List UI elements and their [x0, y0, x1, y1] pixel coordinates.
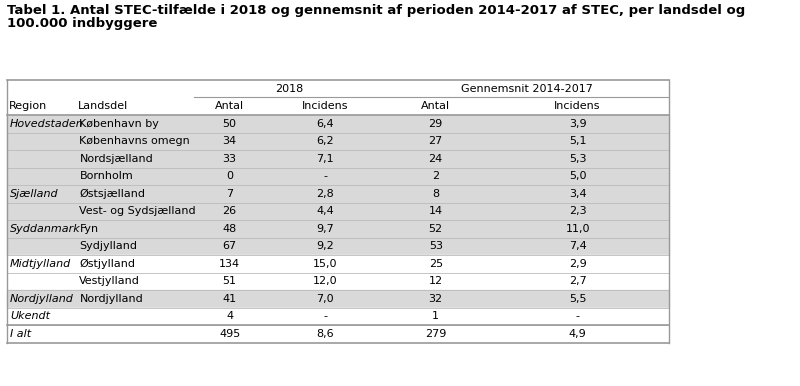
- Text: 33: 33: [222, 154, 237, 164]
- Text: 7: 7: [226, 189, 234, 199]
- Text: 50: 50: [222, 119, 237, 129]
- Bar: [6, 255, 669, 273]
- Text: Hovedstaden: Hovedstaden: [10, 119, 84, 129]
- Text: 34: 34: [222, 136, 237, 146]
- Bar: [6, 237, 669, 255]
- Bar: [6, 185, 669, 203]
- Bar: [6, 290, 669, 308]
- Text: 26: 26: [222, 206, 237, 216]
- Text: Region: Region: [9, 101, 46, 111]
- Text: 53: 53: [429, 241, 442, 251]
- Text: -: -: [323, 171, 327, 181]
- Text: Nordsjælland: Nordsjælland: [79, 154, 153, 164]
- Text: 4,4: 4,4: [316, 206, 334, 216]
- Text: 5,0: 5,0: [569, 171, 586, 181]
- Text: 2: 2: [432, 171, 439, 181]
- Text: 5,5: 5,5: [569, 294, 586, 304]
- Text: 2,7: 2,7: [569, 276, 586, 286]
- Text: Vest- og Sydsjælland: Vest- og Sydsjælland: [79, 206, 196, 216]
- Text: 15,0: 15,0: [313, 259, 338, 269]
- Text: -: -: [575, 311, 579, 321]
- Text: 48: 48: [222, 224, 237, 234]
- Bar: [6, 273, 669, 290]
- Bar: [6, 80, 669, 115]
- Text: 7,4: 7,4: [569, 241, 586, 251]
- Text: 7,1: 7,1: [316, 154, 334, 164]
- Text: 3,4: 3,4: [569, 189, 586, 199]
- Bar: [6, 132, 669, 150]
- Text: 5,3: 5,3: [569, 154, 586, 164]
- Text: Østjylland: Østjylland: [79, 259, 135, 269]
- Text: 9,7: 9,7: [316, 224, 334, 234]
- Bar: [6, 115, 669, 132]
- Text: Tabel 1. Antal STEC-tilfælde i 2018 og gennemsnit af perioden 2014-2017 af STEC,: Tabel 1. Antal STEC-tilfælde i 2018 og g…: [6, 4, 745, 17]
- Text: 3,9: 3,9: [569, 119, 586, 129]
- Text: 67: 67: [222, 241, 237, 251]
- Text: 2,9: 2,9: [569, 259, 586, 269]
- Text: 7,0: 7,0: [316, 294, 334, 304]
- Text: 6,4: 6,4: [316, 119, 334, 129]
- Text: 29: 29: [429, 119, 443, 129]
- Bar: [6, 203, 669, 220]
- Text: 12,0: 12,0: [313, 276, 338, 286]
- Text: Gennemsnit 2014-2017: Gennemsnit 2014-2017: [461, 83, 593, 93]
- Text: Nordjylland: Nordjylland: [79, 294, 143, 304]
- Text: Antal: Antal: [421, 101, 450, 111]
- Text: Østsjælland: Østsjælland: [79, 189, 146, 199]
- Text: 32: 32: [429, 294, 442, 304]
- Text: Midtjylland: Midtjylland: [10, 259, 71, 269]
- Text: Incidens: Incidens: [302, 101, 348, 111]
- Text: Sydjylland: Sydjylland: [79, 241, 138, 251]
- Text: København by: København by: [79, 119, 159, 129]
- Text: 0: 0: [226, 171, 233, 181]
- Text: 4,9: 4,9: [569, 329, 586, 339]
- Text: Incidens: Incidens: [554, 101, 601, 111]
- Text: Ukendt: Ukendt: [10, 311, 50, 321]
- Text: 134: 134: [219, 259, 240, 269]
- Text: 2018: 2018: [275, 83, 304, 93]
- Text: 8,6: 8,6: [316, 329, 334, 339]
- Bar: [6, 150, 669, 168]
- Text: Vestjylland: Vestjylland: [79, 276, 140, 286]
- Text: 27: 27: [429, 136, 443, 146]
- Bar: [6, 308, 669, 325]
- Bar: [6, 168, 669, 185]
- Text: 495: 495: [219, 329, 240, 339]
- Text: 100.000 indbyggere: 100.000 indbyggere: [6, 17, 157, 30]
- Text: 2,3: 2,3: [569, 206, 586, 216]
- Text: 24: 24: [429, 154, 443, 164]
- Text: 41: 41: [222, 294, 237, 304]
- Text: Bornholm: Bornholm: [79, 171, 133, 181]
- Text: Fyn: Fyn: [79, 224, 98, 234]
- Text: 2,8: 2,8: [316, 189, 334, 199]
- Text: 25: 25: [429, 259, 442, 269]
- Text: 8: 8: [432, 189, 439, 199]
- Text: Nordjylland: Nordjylland: [10, 294, 74, 304]
- Text: Syddanmark: Syddanmark: [10, 224, 81, 234]
- Text: I alt: I alt: [10, 329, 31, 339]
- Text: 14: 14: [429, 206, 442, 216]
- Text: 1: 1: [432, 311, 439, 321]
- Text: Landsdel: Landsdel: [78, 101, 128, 111]
- Text: 12: 12: [429, 276, 442, 286]
- Text: 279: 279: [425, 329, 446, 339]
- Text: 9,2: 9,2: [316, 241, 334, 251]
- Bar: [6, 325, 669, 342]
- Text: 6,2: 6,2: [316, 136, 334, 146]
- Text: 11,0: 11,0: [566, 224, 590, 234]
- Text: 5,1: 5,1: [569, 136, 586, 146]
- Text: 52: 52: [429, 224, 442, 234]
- Text: -: -: [323, 311, 327, 321]
- Text: Sjælland: Sjælland: [10, 189, 58, 199]
- Text: Københavns omegn: Københavns omegn: [79, 136, 190, 146]
- Text: Antal: Antal: [215, 101, 244, 111]
- Text: 51: 51: [222, 276, 237, 286]
- Bar: [6, 220, 669, 237]
- Text: 4: 4: [226, 311, 234, 321]
